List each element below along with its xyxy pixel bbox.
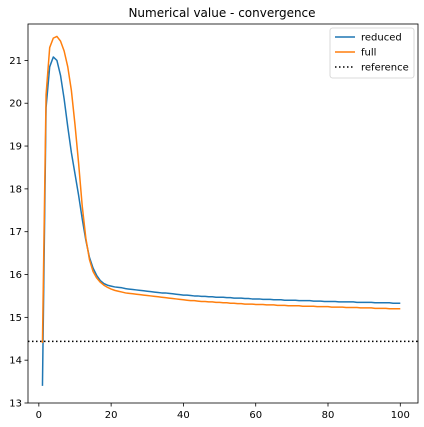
y-tick-label: 17 — [9, 227, 22, 238]
x-tick-label: 20 — [105, 410, 118, 421]
axes-frame — [27, 23, 419, 404]
x-tick-label: 60 — [249, 410, 262, 421]
x-tick-label: 40 — [177, 410, 190, 421]
legend: reduced full reference — [329, 27, 415, 79]
axes: 0 20 40 60 80 100 13 14 15 16 17 18 19 20 21 — [9, 23, 419, 421]
chart-title: Numerical value - convergence — [128, 6, 315, 20]
x-tick-label: 0 — [36, 410, 42, 421]
legend-box — [329, 27, 415, 79]
y-tick-label: 18 — [9, 184, 22, 195]
series-line-reduced — [41, 56, 401, 386]
y-tick-label: 13 — [9, 399, 22, 410]
y-tick-label: 19 — [9, 142, 22, 153]
plot-area — [28, 35, 418, 386]
y-tick-label: 15 — [9, 313, 22, 324]
series-line-full — [41, 35, 401, 344]
y-tick-label: 14 — [9, 356, 22, 367]
legend-label-reference: reference — [361, 63, 409, 74]
legend-label-full: full — [361, 48, 376, 59]
x-tick-label: 80 — [322, 410, 335, 421]
legend-label-reduced: reduced — [361, 33, 402, 44]
y-tick-label: 16 — [9, 270, 22, 281]
y-tick-label: 20 — [9, 99, 22, 110]
x-tick-label: 100 — [391, 410, 410, 421]
y-tick-label: 21 — [9, 56, 22, 67]
